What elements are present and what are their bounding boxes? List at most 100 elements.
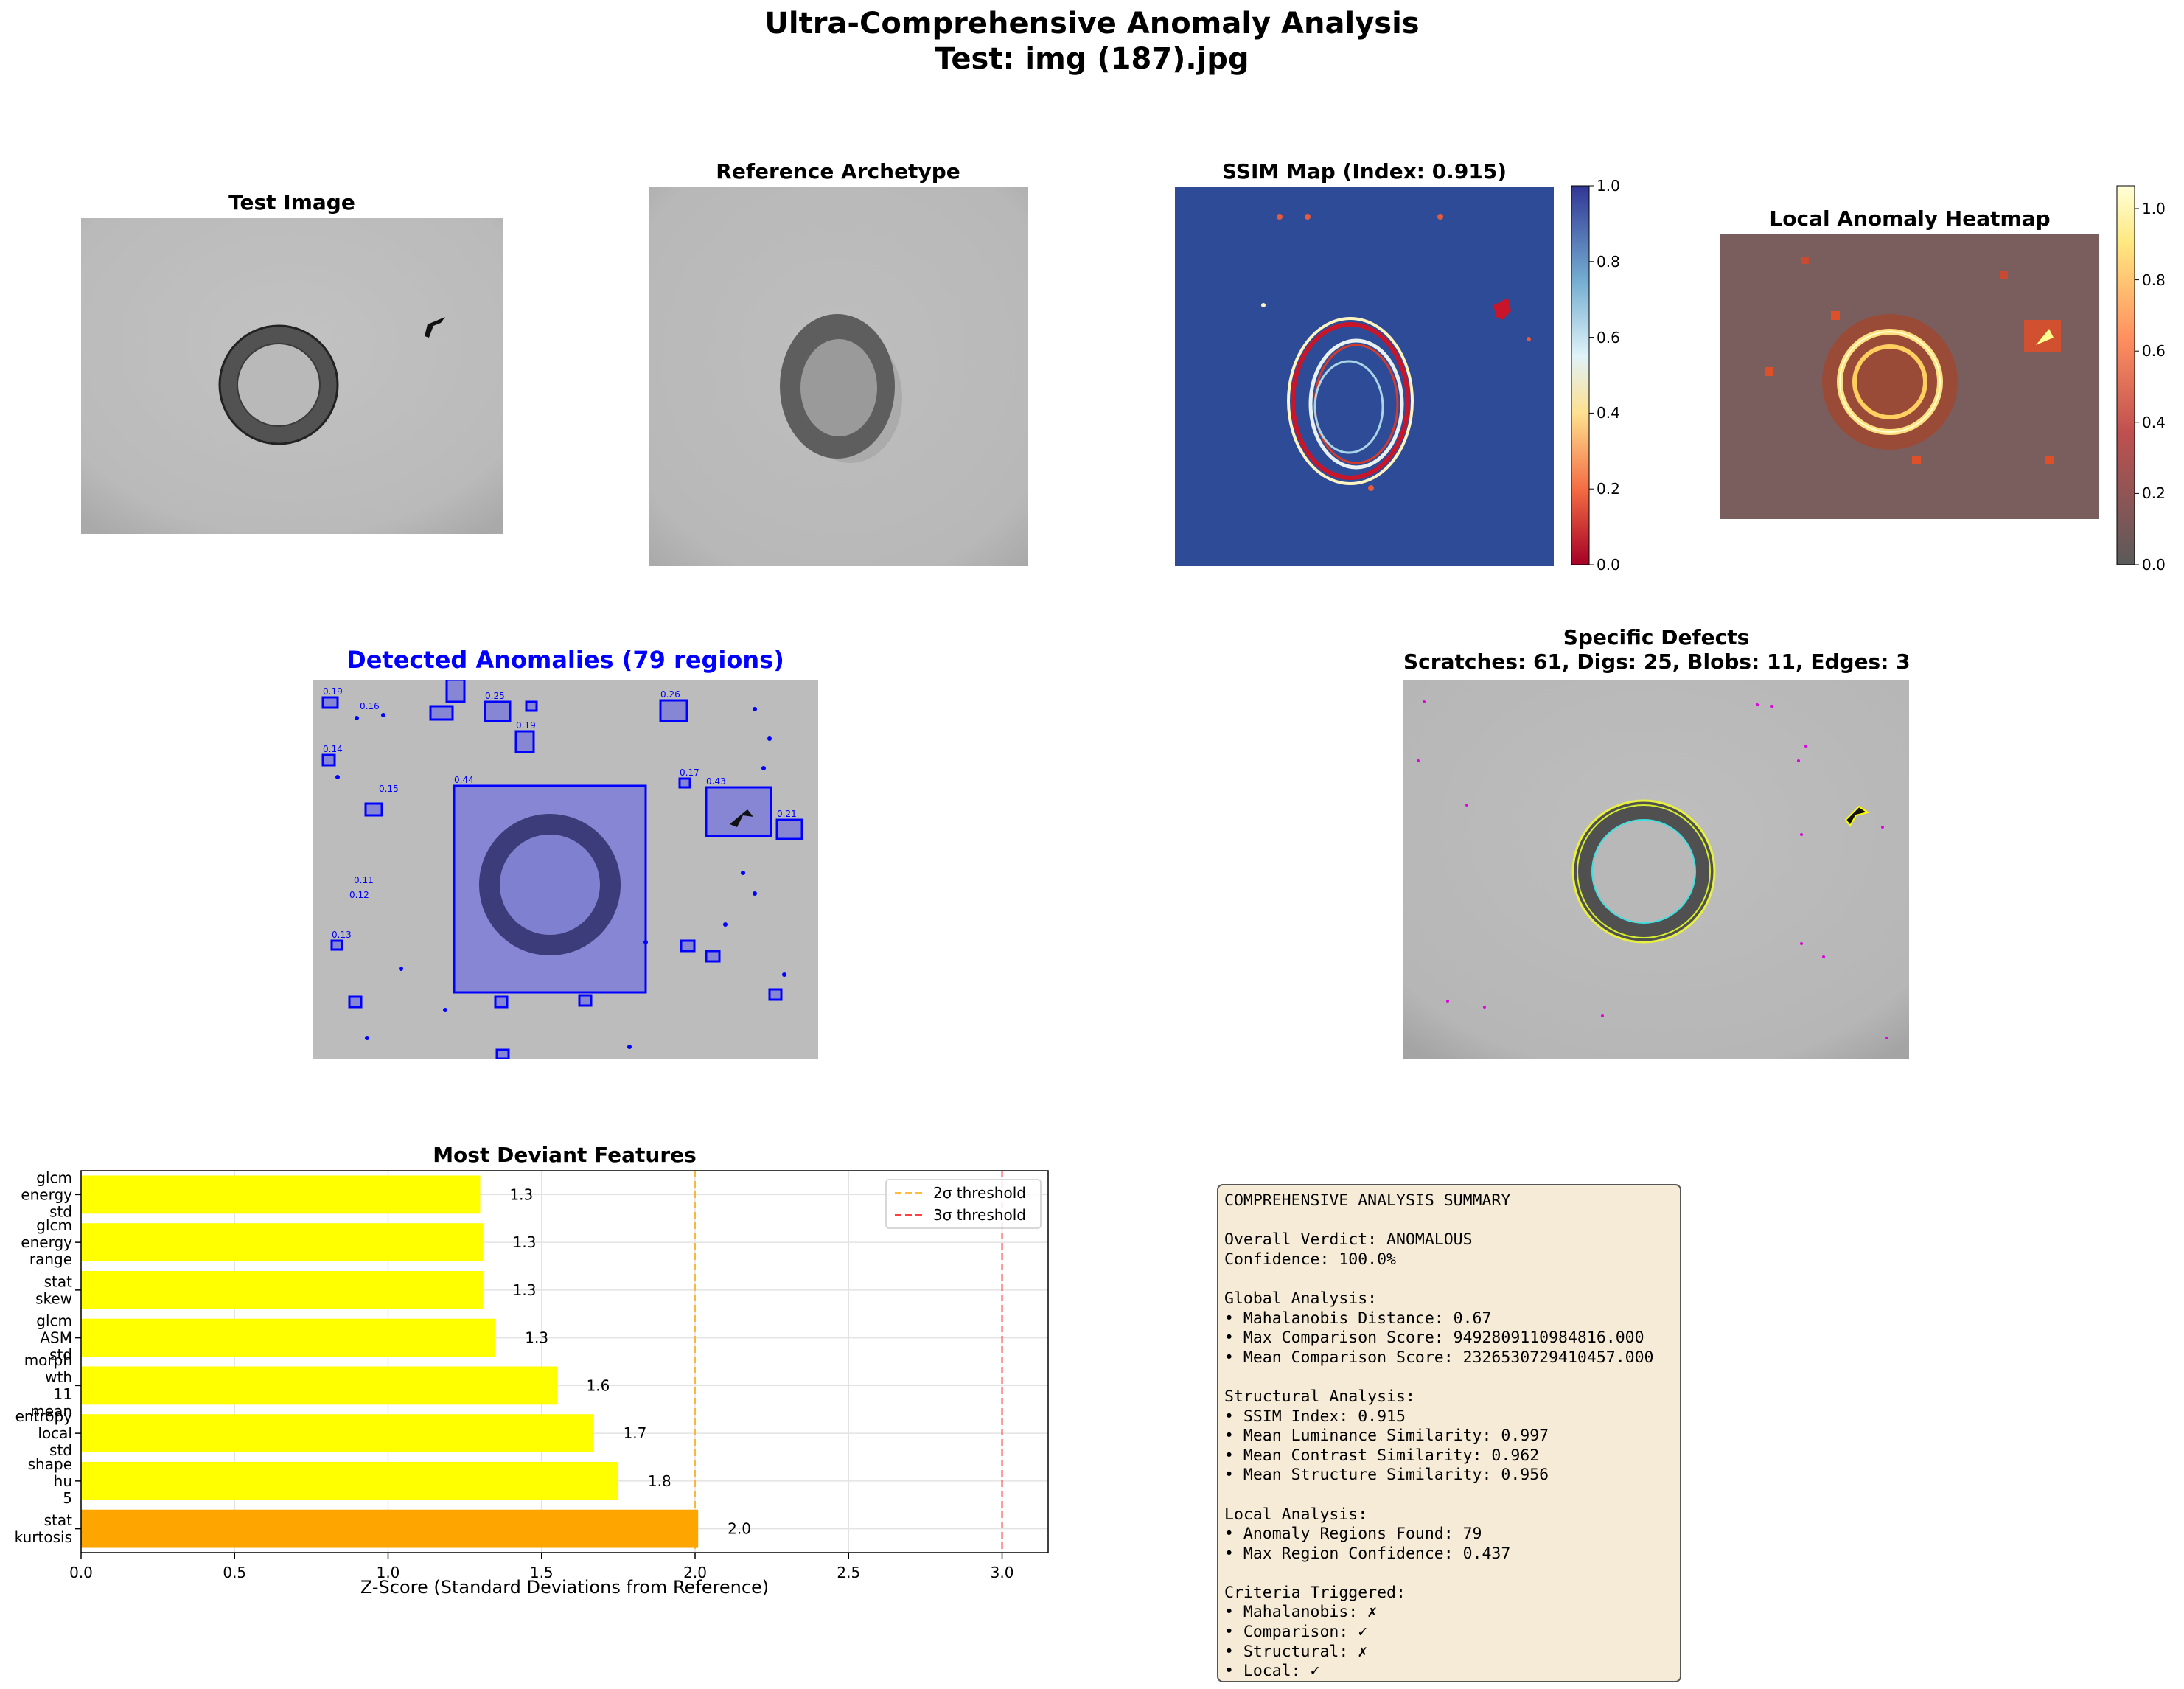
reference-title: Reference Archetype <box>716 159 960 184</box>
bar-chart-xtick-label: 2.0 <box>683 1564 707 1581</box>
ssim-tick-label: 1.0 <box>1597 180 1620 195</box>
bar-chart-value-label: 1.3 <box>513 1281 537 1299</box>
summary-line: • Max Region Confidence: 0.437 <box>1224 1544 1511 1563</box>
detected-panel: 0.44 0.43 0.26 0.25 0.21 0.19 0.19 0.17 … <box>313 680 818 1059</box>
bar-chart-bar <box>81 1223 484 1262</box>
summary-line: • Comparison: ✓ <box>1224 1623 1368 1642</box>
region-label: 0.26 <box>660 689 680 700</box>
bar-chart-category-label: local <box>38 1424 72 1442</box>
heatmap-panel <box>1720 234 2099 519</box>
defects-panel <box>1403 680 1909 1059</box>
test-image-panel <box>81 218 503 534</box>
bar-chart-legend-label: 3σ threshold <box>933 1206 1026 1224</box>
ssim-colorbar-ticks: 1.0 0.8 0.6 0.4 0.2 0.0 <box>1589 180 1620 571</box>
bar-chart-bar <box>81 1461 618 1500</box>
figure-suptitle: Ultra-Comprehensive Anomaly Analysis Tes… <box>0 6 2184 77</box>
ssim-tick-label: 0.4 <box>1597 404 1620 422</box>
summary-line: Structural Analysis: <box>1224 1387 1415 1406</box>
defects-title-line-1: Specific Defects <box>1563 625 1750 650</box>
bar-chart-category-label: std <box>49 1346 72 1364</box>
region-label: 0.13 <box>332 930 352 940</box>
bar-chart-category-label: std <box>49 1202 72 1220</box>
summary-line: • Mean Luminance Similarity: 0.997 <box>1224 1427 1549 1446</box>
summary-line <box>1224 1486 1674 1505</box>
bar-chart-xtick-label: 3.0 <box>991 1564 1014 1581</box>
detected-title: Detected Anomalies (79 regions) <box>346 646 784 674</box>
summary-line: • Anomaly Regions Found: 79 <box>1224 1525 1482 1544</box>
heatmap-tick-label: 0.6 <box>2142 342 2166 360</box>
ssim-tick-label: 0.6 <box>1597 329 1620 346</box>
summary-line: Confidence: 100.0% <box>1224 1250 1396 1269</box>
region-label: 0.16 <box>360 701 380 711</box>
region-label: 0.15 <box>379 784 399 794</box>
heatmap-title: Local Anomaly Heatmap <box>1769 206 2051 231</box>
bar-chart-value-label: 1.3 <box>525 1329 548 1347</box>
bar-chart: 2.0 1.8 1.7 1.6 1.3 1.3 1.3 1.3 0.0 0.5 1.0 1.5 2.0… <box>15 1169 1049 1598</box>
bar-chart-category-label: wth <box>45 1368 72 1386</box>
bar-chart-category-label: shape <box>28 1455 72 1473</box>
bar-chart-category-label: glcm <box>36 1312 72 1330</box>
bar-chart-xlabel: Z-Score (Standard Deviations from Refere… <box>360 1577 769 1598</box>
bar-chart-category-label: morph <box>24 1351 72 1369</box>
bar-chart-category-label: 11 <box>54 1385 72 1403</box>
bar-chart-legend: 2σ threshold 3σ threshold <box>885 1179 1042 1229</box>
heatmap-tick-label: 0.8 <box>2142 271 2166 289</box>
summary-line: • Mean Comparison Score: 232653072941045… <box>1224 1348 1654 1367</box>
bar-chart-category-label: entropy <box>15 1407 73 1425</box>
bar-chart-bar <box>81 1270 484 1309</box>
bar-chart-xtick-label: 0.5 <box>223 1564 246 1581</box>
bar-chart-category-label: glcm <box>36 1216 72 1234</box>
bar-chart-category-label: energy <box>21 1233 72 1251</box>
bar-chart-value-label: 1.3 <box>513 1233 537 1251</box>
ssim-map-title: SSIM Map (Index: 0.915) <box>1221 159 1507 184</box>
bar-chart-category-label: skew <box>35 1289 72 1307</box>
bar-chart-category-label: stat <box>44 1511 73 1529</box>
bar-chart-category-label: hu <box>54 1472 72 1490</box>
bar-chart-title: Most Deviant Features <box>433 1143 697 1167</box>
summary-line: • Mean Structure Similarity: 0.956 <box>1224 1466 1549 1485</box>
summary-line <box>1224 1270 1674 1289</box>
summary-line: • Local: ✓ <box>1224 1662 1320 1681</box>
bar-chart-bar <box>81 1366 557 1405</box>
heatmap-tick-label: 0.2 <box>2142 484 2166 502</box>
heatmap-tick-label: 1.0 <box>2142 200 2166 217</box>
bar-chart-category-label: ASM <box>40 1329 72 1347</box>
bar-chart-legend-frame <box>885 1179 1042 1229</box>
summary-line: Overall Verdict: ANOMALOUS <box>1224 1230 1473 1250</box>
summary-line <box>1224 1211 1674 1231</box>
region-label: 0.21 <box>777 809 797 819</box>
bar-chart-bar <box>81 1509 699 1548</box>
bar-chart-legend-label: 2σ threshold <box>933 1184 1026 1202</box>
bar-chart-xtick-label: 1.0 <box>377 1564 400 1581</box>
ssim-colorbar: 1.0 0.8 0.6 0.4 0.2 0.0 <box>1571 180 1620 571</box>
region-label: 0.17 <box>680 767 699 778</box>
suptitle-line-1: Ultra-Comprehensive Anomaly Analysis <box>764 7 1420 41</box>
region-label: 0.25 <box>485 691 505 701</box>
summary-line: Global Analysis: <box>1224 1289 1378 1308</box>
bar-chart-value-label: 1.8 <box>648 1472 671 1490</box>
summary-line <box>1224 1368 1674 1387</box>
bar-chart-bar <box>81 1414 594 1453</box>
summary-line: • Mahalanobis: ✗ <box>1224 1603 1378 1622</box>
ssim-map-panel <box>1175 187 1554 566</box>
region-label: 0.44 <box>454 775 474 785</box>
summary-line <box>1224 1564 1674 1584</box>
analysis-summary-box: COMPREHENSIVE ANALYSIS SUMMARY Overall Ve… <box>1217 1184 1681 1682</box>
bar-chart-xtick-label: 0.0 <box>69 1564 93 1581</box>
summary-line: COMPREHENSIVE ANALYSIS SUMMARY <box>1224 1191 1511 1210</box>
test-image-title: Test Image <box>228 190 355 215</box>
bar-chart-value-label: 1.3 <box>509 1185 533 1203</box>
bar-chart-category-label: 5 <box>63 1489 72 1507</box>
defects-title-line-2: Scratches: 61, Digs: 25, Blobs: 11, Edge… <box>1403 650 1911 674</box>
bar-chart-xtick-label: 2.5 <box>837 1564 860 1581</box>
summary-line: • Max Comparison Score: 9492809110984816… <box>1224 1328 1644 1348</box>
ssim-tick-label: 0.0 <box>1597 556 1620 571</box>
summary-line: • Structural: ✗ <box>1224 1642 1368 1661</box>
bar-chart-category-label: stat <box>44 1272 73 1290</box>
bar-chart-category-label: range <box>29 1250 72 1268</box>
ssim-tick-label: 0.8 <box>1597 253 1620 271</box>
bar-chart-xtick-label: 1.5 <box>530 1564 554 1581</box>
bar-chart-value-label: 2.0 <box>728 1520 751 1538</box>
summary-line: • Mahalanobis Distance: 0.67 <box>1224 1309 1492 1328</box>
region-label: 0.11 <box>354 875 374 885</box>
